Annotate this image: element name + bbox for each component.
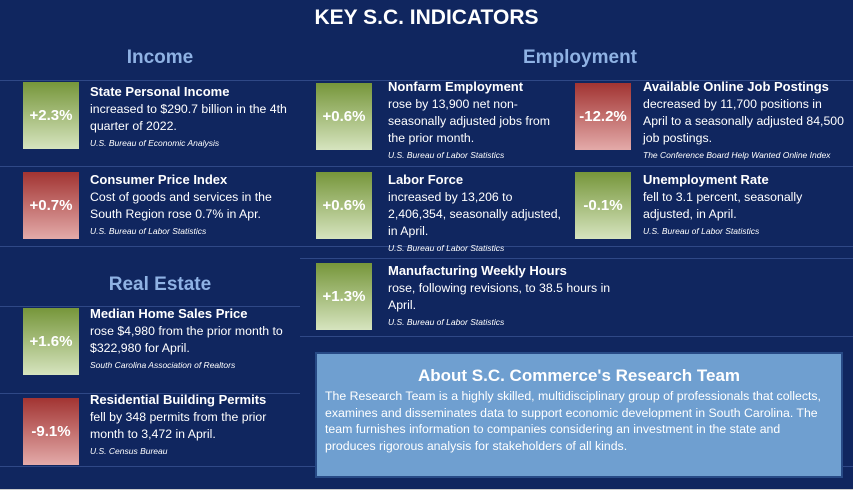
indicator-source: U.S. Bureau of Labor Statistics (643, 226, 760, 236)
indicator-title: Median Home Sales Price (90, 306, 248, 321)
indicator-title: Available Online Job Postings (643, 79, 829, 94)
change-badge: +0.7% (23, 172, 79, 239)
indicator-text: Median Home Sales Price rose $4,980 from … (90, 306, 300, 370)
indicator-text: Consumer Price Index Cost of goods and se… (90, 172, 300, 236)
indicator-source: The Conference Board Help Wanted Online … (643, 150, 831, 160)
indicator-title: Residential Building Permits (90, 392, 267, 407)
change-badge: +0.6% (316, 172, 372, 239)
indicator-title: Unemployment Rate (643, 172, 769, 187)
indicator-text: Labor Force increased by 13,206 to 2,406,… (388, 172, 563, 253)
indicator-title: Consumer Price Index (90, 172, 228, 187)
indicator-text: Manufacturing Weekly Hours rose, followin… (388, 263, 618, 327)
change-badge: +2.3% (23, 82, 79, 149)
about-title: About S.C. Commerce's Research Team (417, 366, 741, 385)
indicator-description: increased to $290.7 billion in the 4th q… (90, 102, 287, 133)
indicator-title: Labor Force (388, 172, 464, 187)
indicator-title: State Personal Income (90, 84, 230, 99)
indicator-text: Nonfarm Employment rose by 13,900 net non… (388, 79, 563, 160)
indicator-text: State Personal Income increased to $290.7… (90, 84, 290, 148)
indicator-text: Available Online Job Postings decreased b… (643, 79, 848, 160)
indicator-description: rose $4,980 from the prior month to $322… (90, 324, 283, 355)
indicators-panel: KEY S.C. INDICATORS Income Employment Re… (0, 0, 853, 489)
about-research-team: About S.C. Commerce's Research Team The … (315, 352, 843, 478)
indicator-description: fell to 3.1 percent, seasonally adjusted… (643, 190, 803, 221)
section-real-estate: Real Estate (108, 274, 212, 295)
divider (0, 306, 300, 307)
indicator-source: U.S. Bureau of Labor Statistics (388, 243, 505, 253)
divider (0, 166, 853, 167)
divider (0, 246, 853, 247)
change-badge: -12.2% (575, 83, 631, 150)
indicator-description: decreased by 11,700 positions in April t… (643, 97, 844, 145)
indicator-source: U.S. Bureau of Labor Statistics (90, 226, 207, 236)
change-badge: +1.3% (316, 263, 372, 330)
indicator-source: South Carolina Association of Realtors (90, 360, 236, 370)
footer-strip (0, 489, 853, 500)
indicator-source: U.S. Census Bureau (90, 446, 168, 456)
section-income: Income (126, 47, 194, 68)
divider (300, 336, 853, 337)
page-title: KEY S.C. INDICATORS (314, 6, 539, 29)
indicator-source: U.S. Bureau of Labor Statistics (388, 317, 505, 327)
indicator-title: Nonfarm Employment (388, 79, 524, 94)
indicator-text: Residential Building Permits fell by 348 … (90, 392, 300, 456)
indicator-description: increased by 13,206 to 2,406,354, season… (388, 190, 561, 238)
indicator-description: rose, following revisions, to 38.5 hours… (388, 281, 611, 312)
change-badge: -9.1% (23, 398, 79, 465)
change-badge: -0.1% (575, 172, 631, 239)
section-employment: Employment (522, 47, 638, 68)
divider (0, 393, 300, 394)
indicator-title: Manufacturing Weekly Hours (388, 263, 567, 278)
indicator-description: fell by 348 permits from the prior month… (90, 410, 267, 441)
change-badge: +0.6% (316, 83, 372, 150)
indicator-text: Unemployment Rate fell to 3.1 percent, se… (643, 172, 848, 236)
indicator-source: U.S. Bureau of Labor Statistics (388, 150, 505, 160)
indicator-description: rose by 13,900 net non-seasonally adjust… (388, 97, 550, 145)
indicator-description: Cost of goods and services in the South … (90, 190, 272, 221)
about-body: The Research Team is a highly skilled, m… (325, 389, 821, 453)
change-badge: +1.6% (23, 308, 79, 375)
divider (300, 258, 853, 259)
indicator-source: U.S. Bureau of Economic Analysis (90, 138, 220, 148)
divider (0, 80, 853, 81)
